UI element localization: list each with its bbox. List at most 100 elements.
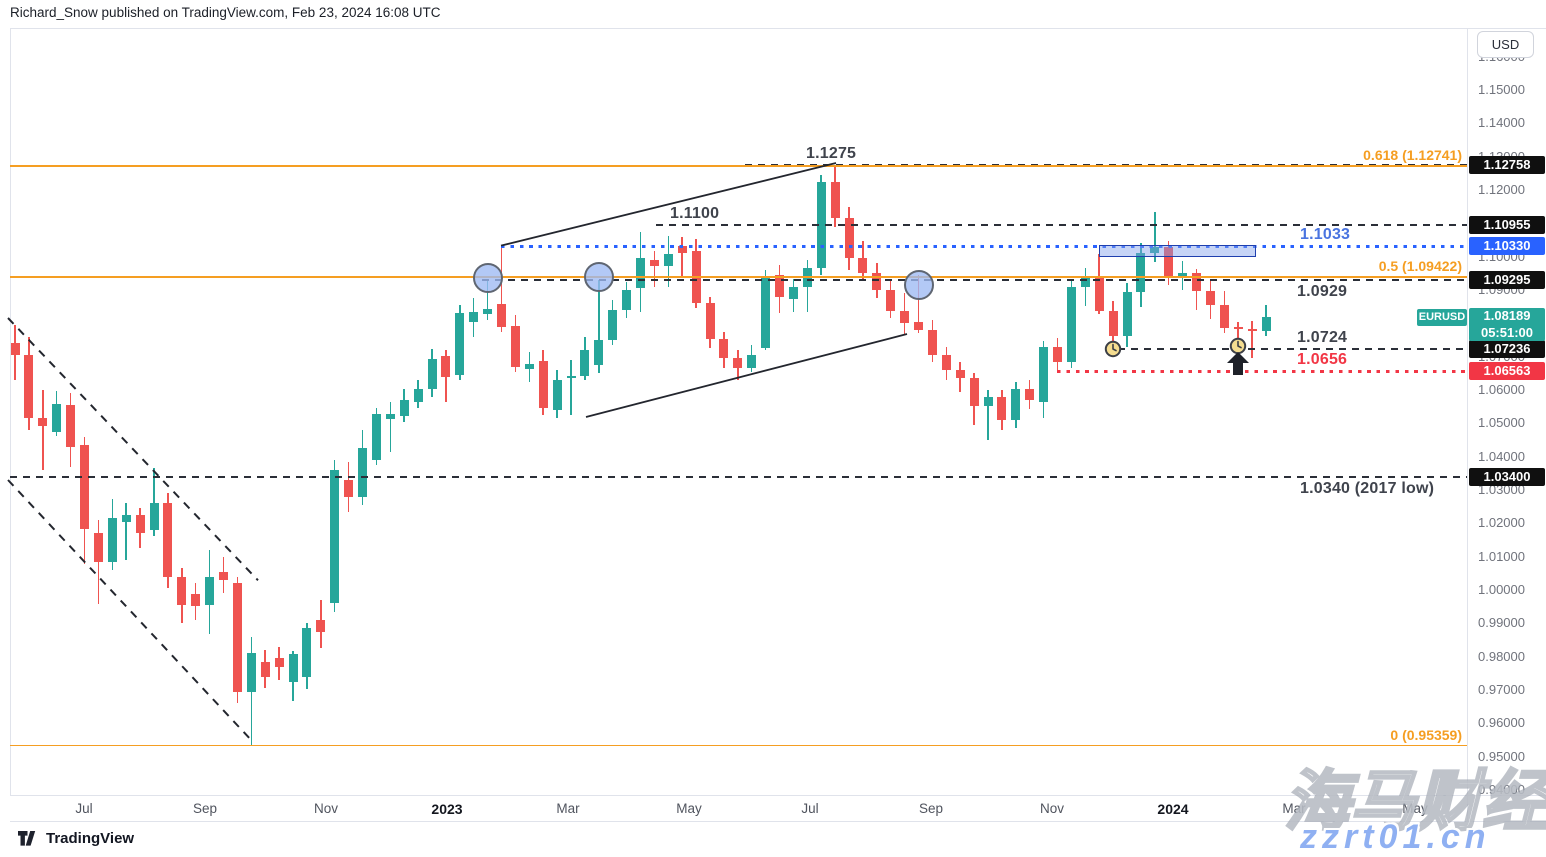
price-scale-tag: 1.07236	[1469, 339, 1545, 358]
candle	[358, 447, 367, 497]
price-axis-tick: 1.12000	[1478, 181, 1525, 197]
candle	[580, 349, 590, 376]
tradingview-wordmark: TradingView	[46, 830, 135, 847]
time-axis-bottom-border	[10, 821, 1546, 822]
candle	[1039, 346, 1049, 402]
candle	[941, 354, 951, 370]
level-line-10929[interactable]	[482, 279, 1467, 282]
pivot-circle-marker[interactable]	[904, 269, 934, 300]
candle	[997, 397, 1007, 420]
candle	[1178, 272, 1188, 277]
frame-top-border	[10, 28, 1546, 29]
time-axis-label: 2024	[1157, 801, 1189, 817]
candle	[24, 354, 34, 418]
candle	[413, 388, 423, 402]
candle	[1066, 286, 1076, 362]
candle	[1080, 276, 1090, 287]
candle	[330, 469, 340, 603]
candle	[858, 257, 868, 273]
candle	[1053, 346, 1062, 362]
candle	[344, 479, 354, 497]
candle	[232, 582, 242, 692]
candle	[80, 444, 89, 529]
candle	[622, 289, 632, 310]
candle	[719, 339, 729, 358]
candle	[955, 369, 965, 378]
candle-wick	[653, 250, 656, 288]
candle-wick	[570, 359, 572, 416]
fib-line[interactable]	[10, 165, 1467, 167]
fib-line[interactable]	[10, 744, 1467, 747]
fib-line[interactable]	[10, 275, 1467, 278]
candle	[1219, 305, 1229, 328]
level-line-11100[interactable]	[656, 223, 1467, 226]
up-arrow-icon[interactable]	[1227, 351, 1249, 380]
candle	[427, 358, 437, 389]
price-axis-tick: 1.05000	[1478, 415, 1525, 431]
solid-channel-trendline[interactable]	[585, 333, 908, 418]
level-label: 1.0340 (2017 low)	[1300, 479, 1435, 497]
fib-label: 0 (0.95359)	[1390, 726, 1462, 743]
price-scale-tag: 1.09295	[1469, 271, 1545, 290]
candle-wick	[125, 502, 127, 560]
candle	[191, 593, 201, 606]
time-axis-label: Sep	[918, 801, 944, 816]
last-price: 1.08189	[1483, 308, 1531, 323]
price-axis-tick: 1.02000	[1478, 515, 1525, 531]
level-line-11275[interactable]	[745, 163, 1467, 166]
candle	[399, 399, 409, 416]
fib-label: 0.5 (1.09422)	[1378, 257, 1462, 274]
time-axis-label: Mar	[556, 801, 580, 816]
level-line-10724[interactable]	[1118, 347, 1467, 350]
candle	[705, 302, 715, 340]
level-label: 1.0656	[1297, 351, 1348, 369]
price-axis-tick: 1.01000	[1478, 548, 1525, 564]
pivot-circle-marker[interactable]	[584, 261, 614, 292]
level-line-10656[interactable]	[1057, 370, 1467, 374]
candle	[886, 289, 896, 311]
candle	[510, 325, 520, 367]
solid-channel-trendline[interactable]	[500, 162, 837, 247]
candle	[761, 276, 771, 349]
candle	[288, 653, 298, 682]
time-axis-label: 2023	[431, 801, 463, 817]
price-axis-tick: 0.95000	[1478, 748, 1525, 764]
clock-icon[interactable]	[1103, 339, 1123, 364]
time-axis-label: Nov	[1039, 801, 1065, 816]
watermark-chinese: 海马财经	[1283, 763, 1546, 840]
candle	[441, 355, 451, 377]
candle-wick	[42, 389, 44, 470]
time-axis-label: Jul	[801, 801, 819, 816]
candle-wick	[486, 279, 489, 320]
level-label: 1.0724	[1297, 328, 1348, 346]
pivot-circle-marker[interactable]	[473, 262, 503, 293]
last-price-countdown-tag: 1.08189 05:51:00	[1469, 308, 1545, 341]
price-axis-tick: 1.03000	[1478, 481, 1525, 497]
level-label: 1.0929	[1297, 283, 1348, 301]
level-label: 1.1275	[806, 144, 857, 162]
candle	[524, 363, 534, 369]
candle	[93, 532, 103, 562]
candle	[733, 357, 743, 368]
candle	[1164, 246, 1174, 277]
candle	[177, 576, 187, 605]
supply-zone-rectangle[interactable]	[1099, 244, 1256, 257]
level-line-103402017low[interactable]	[10, 475, 1467, 478]
candle	[107, 517, 117, 562]
currency-toggle-button[interactable]: USD	[1477, 31, 1534, 58]
price-axis-tick: 0.99000	[1478, 615, 1525, 631]
candle	[775, 274, 784, 297]
candle-wick	[681, 236, 683, 276]
candle	[608, 309, 618, 340]
dashed-channel-trendline[interactable]	[7, 317, 259, 582]
frame-left-border	[10, 28, 11, 795]
tradingview-footer[interactable]: TradingView	[18, 830, 134, 847]
level-line-11033[interactable]	[501, 244, 1467, 249]
candle	[969, 377, 979, 407]
candle	[149, 502, 159, 530]
candle-wick	[1251, 321, 1253, 359]
time-axis-label: May	[676, 801, 702, 816]
price-axis-tick: 1.14000	[1478, 115, 1525, 131]
candle	[566, 375, 576, 378]
